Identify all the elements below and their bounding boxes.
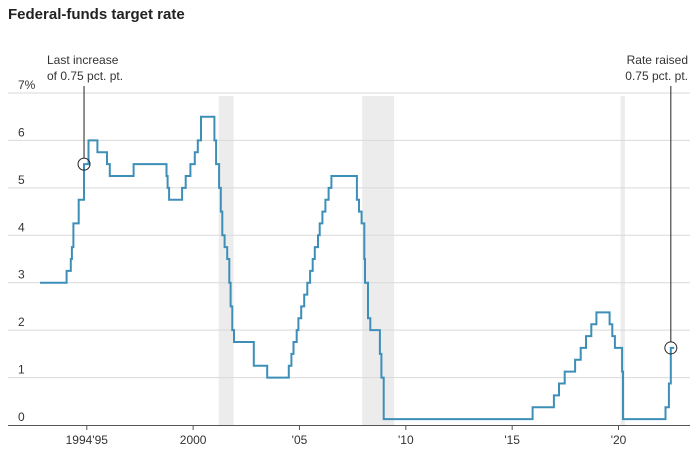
- y-tick-label: 5: [18, 173, 25, 187]
- chart-title: Federal-funds target rate: [8, 6, 185, 23]
- annotation-marker-1: [664, 341, 678, 355]
- x-axis: 1994'95 2000 '05 '10 '15 '20: [8, 425, 690, 447]
- series-layer: [40, 115, 675, 421]
- y-tick-label: 7%: [18, 78, 36, 92]
- x-tick-label: 1994'95: [66, 433, 109, 447]
- annotation-marker-0: [77, 157, 91, 171]
- annotation-text: of 0.75 pct. pt.: [47, 69, 123, 83]
- y-tick-label: 0: [18, 410, 25, 424]
- annotation-text: Rate raised: [627, 53, 688, 67]
- x-tick-label: '15: [504, 433, 520, 447]
- y-tick-label: 6: [18, 125, 25, 139]
- series-line-0: [40, 115, 675, 421]
- y-tick-label: 2: [18, 315, 25, 329]
- annotation-text: 0.75 pct. pt.: [625, 69, 688, 83]
- y-tick-label: 3: [18, 268, 25, 282]
- recession-bands: [218, 96, 625, 425]
- y-tick-label: 1: [18, 363, 25, 377]
- x-tick-label: '05: [292, 433, 308, 447]
- annotation-text: Last increase: [47, 53, 119, 67]
- x-tick-label: '20: [611, 433, 627, 447]
- x-tick-label: '10: [398, 433, 414, 447]
- recession-band-2: [620, 96, 625, 425]
- y-tick-label: 4: [18, 220, 25, 234]
- annotations: Last increase of 0.75 pct. pt. Rate raised…: [47, 53, 688, 355]
- y-axis-labels: 0 1 2 3 4 5 6 7%: [18, 78, 36, 424]
- recession-band-1: [362, 96, 395, 425]
- gridlines: [8, 92, 690, 379]
- recession-band-0: [218, 96, 234, 425]
- x-tick-label: 2000: [180, 433, 207, 447]
